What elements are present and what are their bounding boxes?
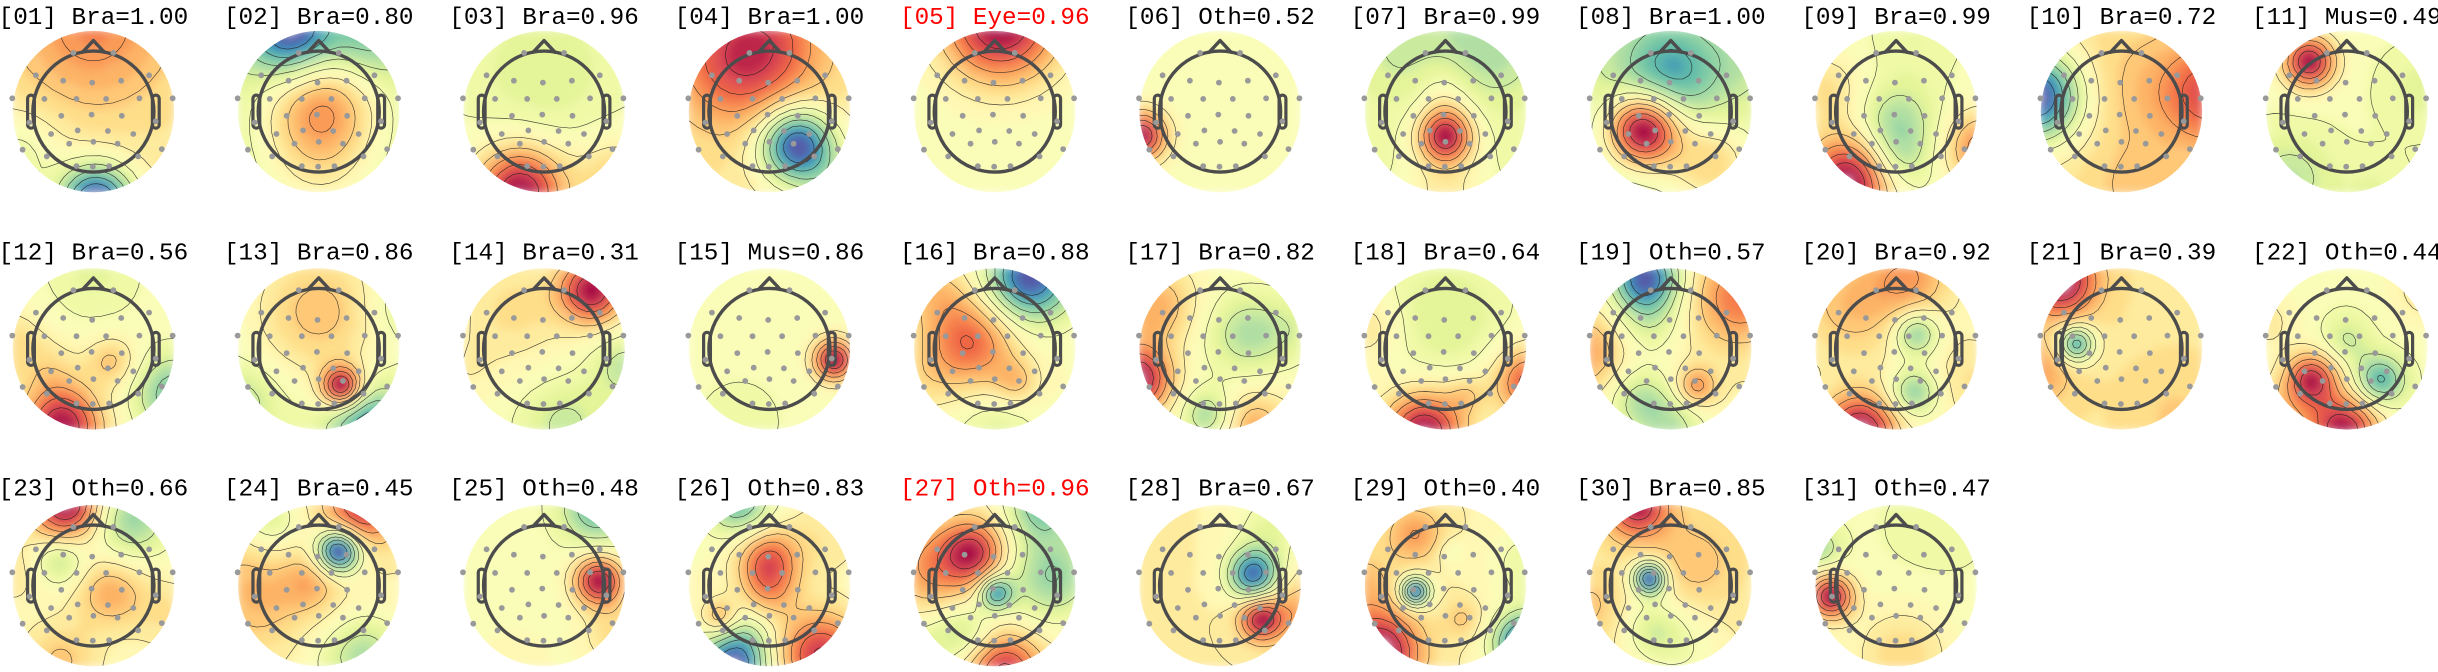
svg-text:[16] Bra=0.88: [16] Bra=0.88 <box>900 240 1090 267</box>
svg-text:[27] Oth=0.96: [27] Oth=0.96 <box>900 477 1090 504</box>
svg-text:[19] Oth=0.57: [19] Oth=0.57 <box>1576 240 1766 267</box>
svg-text:[12] Bra=0.56: [12] Bra=0.56 <box>0 240 188 267</box>
svg-text:[28] Bra=0.67: [28] Bra=0.67 <box>1125 477 1315 504</box>
svg-text:[24] Bra=0.45: [24] Bra=0.45 <box>224 477 414 504</box>
svg-text:[18] Bra=0.64: [18] Bra=0.64 <box>1351 240 1541 267</box>
svg-text:[20] Bra=0.92: [20] Bra=0.92 <box>1801 240 1991 267</box>
svg-text:[01] Bra=1.00: [01] Bra=1.00 <box>0 5 188 32</box>
svg-text:[08] Bra=1.00: [08] Bra=1.00 <box>1576 5 1766 32</box>
svg-text:[11] Mus=0.49: [11] Mus=0.49 <box>2252 5 2438 32</box>
svg-text:[10] Bra=0.72: [10] Bra=0.72 <box>2027 5 2217 32</box>
svg-text:[23] Oth=0.66: [23] Oth=0.66 <box>0 477 188 504</box>
svg-text:[29] Oth=0.40: [29] Oth=0.40 <box>1351 477 1541 504</box>
svg-text:[06] Oth=0.52: [06] Oth=0.52 <box>1125 5 1315 32</box>
svg-text:[31] Oth=0.47: [31] Oth=0.47 <box>1801 477 1991 504</box>
svg-text:[02] Bra=0.80: [02] Bra=0.80 <box>224 5 414 32</box>
svg-text:[25] Oth=0.48: [25] Oth=0.48 <box>449 477 639 504</box>
svg-text:[30] Bra=0.85: [30] Bra=0.85 <box>1576 477 1766 504</box>
svg-text:[04] Bra=1.00: [04] Bra=1.00 <box>675 5 865 32</box>
svg-text:[09] Bra=0.99: [09] Bra=0.99 <box>1801 5 1991 32</box>
svg-text:[07] Bra=0.99: [07] Bra=0.99 <box>1351 5 1541 32</box>
svg-text:[14] Bra=0.31: [14] Bra=0.31 <box>449 240 639 267</box>
svg-text:[26] Oth=0.83: [26] Oth=0.83 <box>675 477 865 504</box>
svg-text:[17] Bra=0.82: [17] Bra=0.82 <box>1125 240 1315 267</box>
svg-text:[05] Eye=0.96: [05] Eye=0.96 <box>900 5 1090 32</box>
svg-text:[15] Mus=0.86: [15] Mus=0.86 <box>675 240 865 267</box>
svg-text:[03] Bra=0.96: [03] Bra=0.96 <box>449 5 639 32</box>
svg-text:[22] Oth=0.44: [22] Oth=0.44 <box>2252 240 2438 267</box>
svg-text:[13] Bra=0.86: [13] Bra=0.86 <box>224 240 414 267</box>
svg-text:[21] Bra=0.39: [21] Bra=0.39 <box>2027 240 2217 267</box>
